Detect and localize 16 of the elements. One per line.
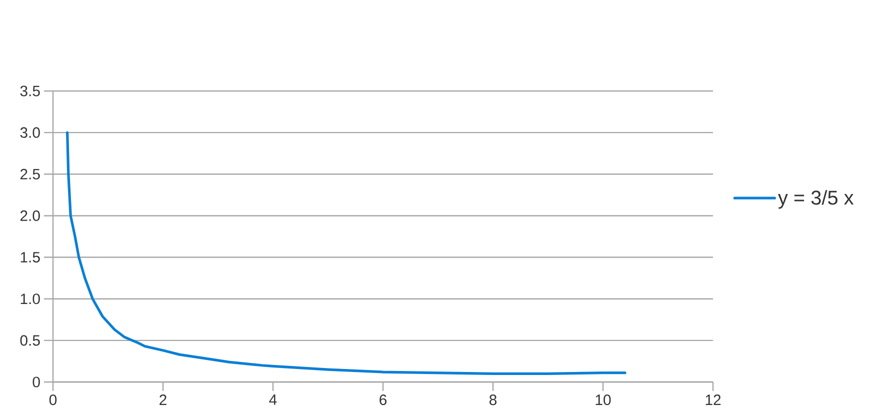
y-tick-label: 1.0 (20, 294, 40, 304)
x-tick-label: 12 (706, 394, 721, 405)
x-tick-label: 6 (380, 394, 387, 406)
legend-label: y = 3/5 x (778, 190, 854, 209)
y-tick-label: 2.0 (20, 210, 40, 221)
x-tick-label: 2 (160, 394, 166, 405)
x-tick-label: 10 (596, 394, 611, 406)
y-tick-label: 3.0 (20, 127, 40, 138)
x-tick-label: 0 (49, 394, 57, 406)
y-tick-label: 1.5 (20, 252, 40, 262)
y-tick-label: 2.5 (20, 168, 40, 180)
x-tick-label: 8 (490, 394, 497, 406)
y-tick-label: 0.5 (20, 335, 40, 346)
y-tick-label: 3.5 (20, 86, 40, 96)
y-tick-label: 0 (32, 376, 40, 388)
x-tick-label: 4 (269, 394, 277, 405)
